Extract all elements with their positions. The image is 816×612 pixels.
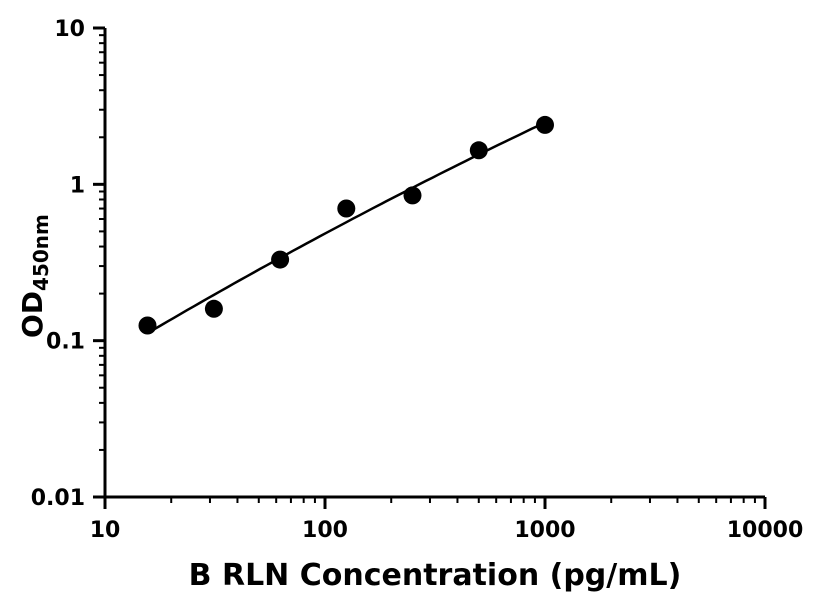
y-axis-title-subscript: 450nm — [29, 214, 53, 291]
data-point — [469, 141, 488, 160]
y-tick-label: 10 — [54, 17, 85, 42]
y-axis-title: OD450nm — [16, 214, 53, 338]
x-tick-label: 10 — [90, 518, 121, 543]
x-tick-label: 100 — [302, 518, 348, 543]
data-point — [271, 250, 290, 269]
y-tick-label: 0.1 — [46, 330, 85, 355]
y-axis-title-main: OD — [16, 291, 49, 338]
y-tick-label: 1 — [70, 173, 85, 198]
data-point — [536, 115, 554, 134]
data-point — [403, 186, 422, 205]
x-tick-label: 1000 — [514, 518, 575, 543]
x-axis-title: B RLN Concentration (pg/mL) — [189, 558, 682, 593]
chart-plot — [138, 115, 554, 335]
data-point — [337, 199, 356, 218]
data-point — [138, 316, 157, 335]
x-tick-label: 10000 — [727, 518, 804, 543]
chart-axes: 10 100 1000 10000 0.01 0.1 1 10 — [31, 17, 804, 543]
data-point — [204, 299, 223, 318]
y-tick-label: 0.01 — [31, 486, 85, 511]
